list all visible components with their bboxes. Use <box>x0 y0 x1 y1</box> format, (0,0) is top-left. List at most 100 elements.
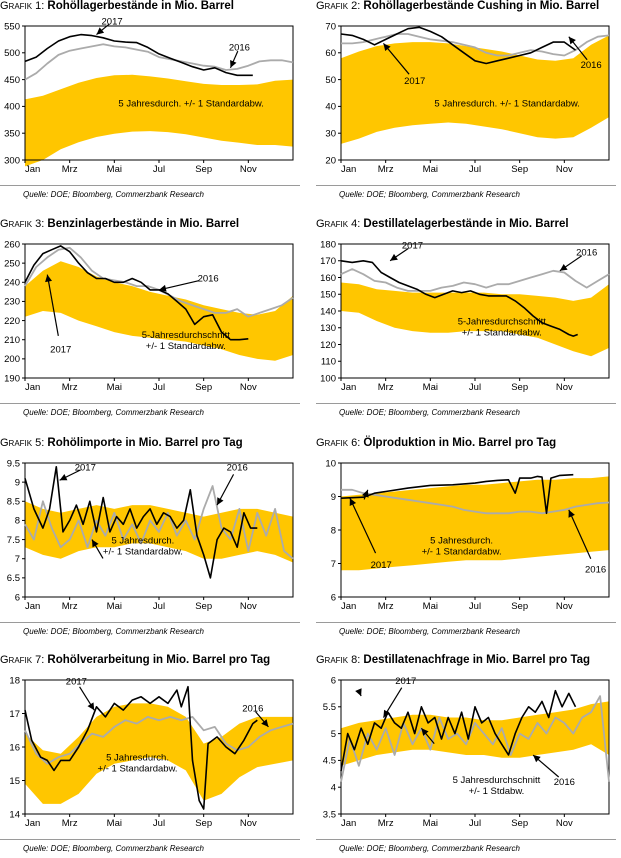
band-label: 5 Jahresdurch. <box>111 535 174 546</box>
source-note: Quelle: DOE; Bloomberg, Commerzbank Rese… <box>23 408 204 417</box>
chart-title-text: Benzinlagerbestände in Mio. Barrel <box>47 218 240 230</box>
x-tick-label: Mrz <box>378 818 394 829</box>
chart-number: Grafik 3: <box>0 218 48 230</box>
x-tick-label: Jan <box>25 601 40 612</box>
series-2016 <box>340 268 610 292</box>
y-tick-label: 350 <box>4 129 20 140</box>
x-tick-label: Nov <box>556 601 573 612</box>
annotation-arrowhead <box>45 274 52 283</box>
series-2017 <box>24 245 249 341</box>
chart-svg: 14 15 16 17 18 Jan Mrz Mai Jul Sep Nov 5 Jahresdurc… <box>9 675 294 829</box>
y-tick-label: 240 <box>4 278 20 289</box>
y-tick-label: 7 <box>15 554 20 565</box>
series-2017 <box>24 685 258 810</box>
x-tick-label: Jan <box>341 382 356 393</box>
x-tick-label: Mrz <box>62 818 78 829</box>
x-tick-label: Sep <box>195 601 212 612</box>
annotation-label: 2016 <box>585 565 606 576</box>
x-tick-label: Nov <box>556 382 573 393</box>
x-tick-label: Nov <box>240 382 257 393</box>
x-tick-label: Mrz <box>62 601 78 612</box>
y-tick-label: 120 <box>320 340 336 351</box>
series-2017 <box>24 33 253 77</box>
series-2016 <box>24 43 294 81</box>
chart-title-text: Destillatelagerbestände in Mio. Barrel <box>363 218 569 230</box>
band-label: +/- 1 Standardabw. <box>146 341 226 352</box>
x-tick-label: Sep <box>195 818 212 829</box>
chart-title: Grafik 3: Benzinlagerbestände in Mio. Ba… <box>0 218 239 230</box>
y-tick-label: 8.5 <box>7 497 20 508</box>
x-tick-label: Nov <box>240 601 257 612</box>
chart-panel-3: Grafik 3: Benzinlagerbestände in Mio. Ba… <box>0 218 300 422</box>
x-tick-label: Mrz <box>62 382 78 393</box>
chart-panel-5: Grafik 5: Rohölimporte in Mio. Barrel pr… <box>0 437 300 641</box>
y-tick-label: 450 <box>4 75 20 86</box>
annotation-arrowhead <box>421 728 429 736</box>
y-tick-label: 220 <box>4 316 20 327</box>
std-band <box>25 703 293 804</box>
y-tick-label: 160 <box>320 273 336 284</box>
y-tick-label: 7.5 <box>7 535 20 546</box>
chart-panel-4: Grafik 4: Destillatelagerbestände in Mio… <box>316 218 616 422</box>
y-tick-label: 18 <box>9 675 20 686</box>
band-label: 5 Jahresdurch. <box>430 535 493 546</box>
y-tick-label: 7 <box>331 559 336 570</box>
annotation-label: 2017 <box>402 241 423 252</box>
annotation-arrowhead <box>230 60 237 68</box>
x-tick-label: Jul <box>153 601 165 612</box>
annotation-label: 2016 <box>242 703 263 714</box>
panel-separator <box>316 185 616 186</box>
source-note: Quelle: DOE; Bloomberg, Commerzbank Rese… <box>23 627 204 636</box>
x-tick-label: Jan <box>25 818 40 829</box>
y-tick-label: 180 <box>320 239 336 250</box>
panel-separator <box>0 403 300 404</box>
series-2016 <box>341 488 610 515</box>
y-tick-label: 170 <box>320 256 336 267</box>
chart-title-text: Rohölimporte in Mio. Barrel pro Tag <box>47 437 243 449</box>
annotation-arrowhead <box>568 509 575 518</box>
source-note: Quelle: DOE; Bloomberg, Commerzbank Rese… <box>339 627 520 636</box>
y-tick-label: 250 <box>4 258 20 269</box>
x-tick-label: Jan <box>341 164 356 175</box>
band-label: 5 Jahresdurchschnitt <box>453 775 541 786</box>
chart-title: Grafik 1: Rohöllagerbestände in Mio. Bar… <box>0 0 234 12</box>
annotation-arrowhead <box>362 489 369 498</box>
chart-number: Grafik 6: <box>316 437 364 449</box>
y-tick-label: 6 <box>331 592 336 603</box>
annotation-arrowhead <box>217 497 224 506</box>
y-tick-label: 50 <box>325 75 336 86</box>
annotation-arrowhead <box>559 264 568 271</box>
y-tick-label: 30 <box>325 129 336 140</box>
x-tick-label: Jan <box>341 818 356 829</box>
band-label: +/- 1 Standardabw. <box>98 763 178 774</box>
annotation-arrow <box>46 274 59 336</box>
x-tick-label: Nov <box>240 818 257 829</box>
y-tick-label: 10 <box>325 458 336 469</box>
x-tick-label: Mai <box>423 818 438 829</box>
annotation-arrowhead <box>261 719 269 727</box>
series-2017 <box>340 473 574 515</box>
annotation-arrowhead <box>568 36 576 45</box>
x-tick-label: Jul <box>153 818 165 829</box>
y-tick-label: 260 <box>4 239 20 250</box>
source-note: Quelle: DOE; Bloomberg, Commerzbank Rese… <box>23 190 204 199</box>
chart-title: Grafik 2: Rohöllagerbestände Cushing in … <box>316 0 599 12</box>
y-tick-label: 3.5 <box>323 809 336 820</box>
panel-separator <box>316 622 616 623</box>
x-tick-label: Mai <box>423 382 438 393</box>
annotation-arrow <box>568 509 592 560</box>
x-tick-label: Mrz <box>62 164 78 175</box>
source-note: Quelle: DOE; Bloomberg, Commerzbank Rese… <box>339 408 520 417</box>
y-tick-label: 6.5 <box>7 573 20 584</box>
chart-svg: 300 350 400 450 500 550 Jan Mrz Mai Jul Sep Nov 5 Ja… <box>4 17 294 175</box>
y-tick-label: 14 <box>9 809 20 820</box>
x-tick-label: Mai <box>423 601 438 612</box>
annotation-arrowhead <box>383 43 391 51</box>
series-2017 <box>24 465 258 579</box>
y-tick-label: 200 <box>4 354 20 365</box>
y-tick-label: 40 <box>325 102 336 113</box>
panel-separator <box>316 403 616 404</box>
x-tick-label: Mai <box>107 601 122 612</box>
std-band <box>341 701 609 766</box>
